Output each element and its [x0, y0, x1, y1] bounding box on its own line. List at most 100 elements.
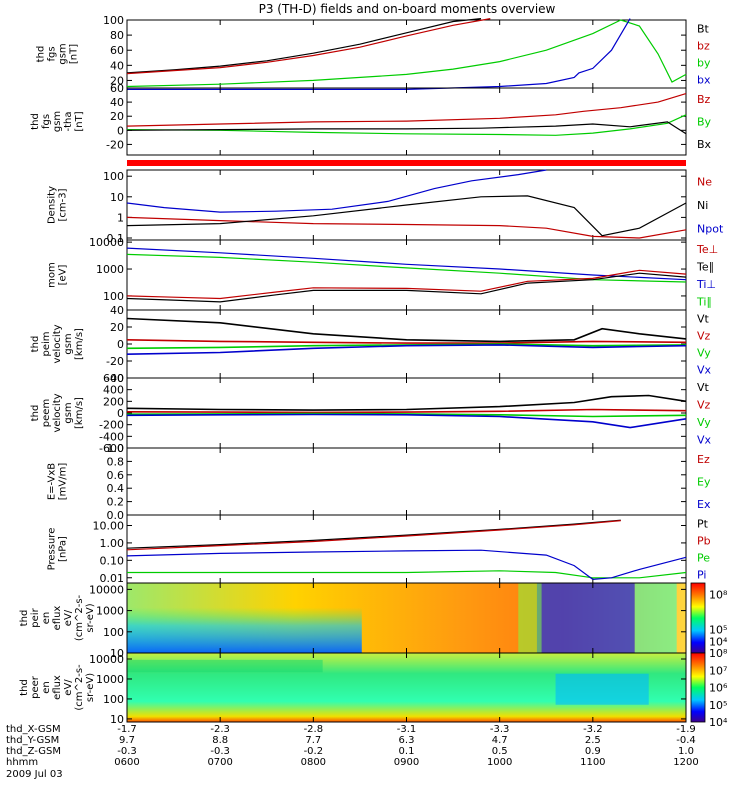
colorbar-9: [690, 582, 706, 654]
y-axis-label: velocity: [52, 393, 63, 432]
legend-2: By: [697, 116, 712, 129]
y-axis-label: fgs: [47, 46, 58, 61]
colorbar-tick-label: 10⁷: [709, 664, 727, 677]
ephemeris-value: 0.1: [399, 746, 415, 757]
y-tick-label: 0: [117, 407, 124, 420]
y-tick-label: 100: [103, 170, 124, 183]
panel-frame: [126, 309, 687, 379]
y-axis-label: thd: [19, 679, 30, 696]
series-By: [126, 114, 687, 136]
y-axis-label: eV/: [63, 609, 74, 626]
series-Te∥: [126, 272, 687, 303]
legend-2: Te∥: [696, 260, 714, 273]
y-tick-label: 100: [103, 290, 124, 303]
series-by: [126, 19, 687, 88]
y-tick-label: 10: [110, 191, 124, 204]
legend-2: Ni: [697, 199, 708, 212]
ephemeris-label: thd_Z-GSM: [6, 746, 61, 757]
y-tick-label: 20: [110, 110, 124, 123]
series-Vt: [126, 317, 687, 343]
figure-title: P3 (TH-D) fields and on-board moments ov…: [259, 2, 556, 16]
y-tick-label: 40: [110, 304, 124, 317]
y-tick-label: 10000: [89, 236, 124, 249]
y-tick-label: -20: [106, 355, 124, 368]
series-Pi: [126, 549, 687, 581]
series-Bz: [126, 93, 687, 127]
ion-low-energy-band: [127, 607, 362, 653]
y-axis-label: [km/s]: [74, 328, 85, 360]
colorbar-tick-label: 10⁸: [709, 647, 728, 660]
series-Te⊥: [126, 269, 687, 300]
y-tick-label: 20: [110, 74, 124, 87]
y-axis-label: thd: [30, 113, 41, 130]
ephemeris-value: 2.5: [585, 735, 601, 746]
ephemeris-value: -1.7: [117, 724, 137, 735]
legend-2: Vz: [697, 330, 711, 343]
y-axis-label: [cm-3]: [58, 188, 69, 221]
y-tick-label: 0.6: [107, 469, 125, 482]
series-Bt: [126, 18, 482, 74]
legend-1: Te⊥: [696, 243, 718, 256]
y-axis-label: gsm: [63, 402, 74, 423]
series-Ti⊥: [126, 247, 687, 281]
series-Ni: [126, 195, 687, 237]
y-tick-label: 80: [110, 29, 124, 42]
series-Vy: [126, 412, 687, 418]
series-bx: [127, 18, 631, 91]
ephemeris-label: hhmm: [6, 757, 38, 768]
colorbar-tick-label: 10⁸: [709, 589, 728, 602]
y-axis-label: velocity: [52, 324, 63, 363]
colorbar-tick-label: 10⁴: [709, 635, 728, 648]
y-tick-label: 0.8: [107, 455, 125, 468]
legend-1: Vt: [697, 381, 710, 394]
y-tick-label: 0: [117, 338, 124, 351]
y-tick-label: 0.0: [107, 509, 125, 522]
legend-3: Vy: [697, 347, 711, 360]
status-bar: [127, 160, 686, 166]
ephemeris-value: -0.4: [676, 735, 696, 746]
y-tick-label: 10000: [89, 653, 124, 666]
legend-1: Pt: [697, 518, 709, 531]
y-tick-label: 0.10: [100, 554, 125, 567]
y-axis-label: [nPa]: [58, 536, 69, 562]
ephemeris-value: -0.3: [210, 746, 230, 757]
y-axis-label: peir: [30, 607, 41, 627]
y-tick-label: 0.01: [100, 572, 125, 585]
y-tick-label: 0.4: [107, 482, 125, 495]
y-axis-label: mom: [47, 262, 58, 288]
y-axis-label: [mV/m]: [58, 463, 69, 501]
panel-frame: [126, 447, 687, 516]
y-axis-label: en: [41, 612, 52, 625]
series-Vy: [126, 343, 687, 350]
ephemeris-label: thd_Y-GSM: [6, 735, 59, 746]
legend-4: Vx: [697, 433, 712, 446]
legend-3: Vy: [697, 416, 711, 429]
legend-2: Pb: [697, 535, 711, 548]
y-tick-label: 1: [117, 211, 124, 224]
y-tick-label: 100: [103, 693, 124, 706]
legend-2: Ey: [697, 476, 711, 489]
series-Npot: [126, 169, 547, 213]
y-axis-label: -tha: [63, 112, 74, 132]
ephemeris-value: -3.2: [583, 724, 603, 735]
electron-mid-band: [127, 659, 323, 673]
y-tick-label: 200: [103, 395, 124, 408]
legend-3: by: [697, 57, 711, 70]
y-axis-label: [nT]: [69, 44, 80, 64]
ephemeris-value: -2.8: [304, 724, 324, 735]
y-axis-label: sr-eV): [85, 673, 96, 702]
ephemeris-value: 9.7: [119, 735, 135, 746]
y-tick-label: -200: [99, 419, 124, 432]
panel-frame: [126, 19, 687, 89]
y-axis-label: peem: [41, 399, 52, 427]
legend-2: bz: [697, 40, 710, 53]
series-Pt: [126, 519, 621, 549]
y-axis-label: [km/s]: [74, 397, 85, 429]
ephemeris-value: 1200: [673, 757, 698, 768]
y-axis-label: Pressure: [47, 528, 58, 571]
y-tick-label: 10.00: [93, 519, 125, 532]
colorbar-tick-label: 10⁵: [709, 699, 727, 712]
legend-3: Npot: [697, 222, 724, 235]
